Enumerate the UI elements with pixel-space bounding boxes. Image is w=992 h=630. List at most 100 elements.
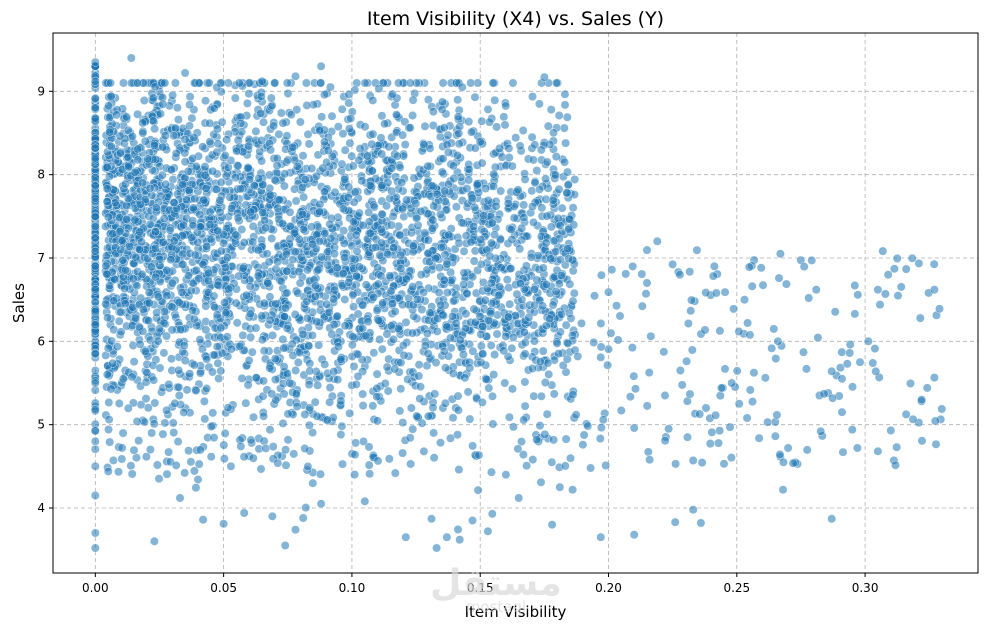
data-point xyxy=(118,428,128,438)
data-point xyxy=(878,246,888,256)
data-point xyxy=(141,394,151,404)
data-point xyxy=(520,349,530,359)
data-point xyxy=(536,145,546,155)
data-point xyxy=(484,316,493,325)
data-point xyxy=(236,441,246,451)
data-point xyxy=(387,163,397,173)
data-point xyxy=(612,301,621,311)
data-points xyxy=(90,53,947,553)
data-point xyxy=(259,376,268,386)
data-point xyxy=(148,93,158,103)
data-point xyxy=(408,111,418,120)
data-point xyxy=(90,543,100,553)
data-point xyxy=(436,242,446,252)
data-point xyxy=(173,437,183,447)
data-point xyxy=(538,346,548,356)
data-point xyxy=(596,352,606,362)
data-point xyxy=(416,206,426,216)
data-point xyxy=(170,78,180,88)
data-point xyxy=(448,161,458,171)
data-point xyxy=(405,123,415,133)
data-point xyxy=(315,126,325,136)
data-point xyxy=(212,342,222,352)
data-point xyxy=(224,284,234,294)
data-point xyxy=(493,291,503,301)
data-point xyxy=(917,436,927,446)
data-point xyxy=(173,115,183,125)
data-point xyxy=(315,207,325,217)
data-point xyxy=(583,421,593,431)
data-point xyxy=(221,308,231,318)
data-point xyxy=(114,399,124,408)
data-point xyxy=(179,341,189,351)
data-point xyxy=(299,192,309,202)
data-point xyxy=(438,154,448,164)
data-point xyxy=(281,460,291,470)
data-point xyxy=(301,78,311,88)
data-point xyxy=(430,389,440,399)
data-point xyxy=(745,330,755,340)
data-point xyxy=(489,169,499,179)
data-point xyxy=(358,401,368,411)
data-point xyxy=(440,186,450,196)
data-point xyxy=(535,421,545,431)
data-point xyxy=(108,358,118,368)
data-point xyxy=(799,347,808,357)
data-point xyxy=(340,321,350,331)
data-point xyxy=(429,428,439,438)
data-point xyxy=(816,426,826,436)
data-point xyxy=(174,297,184,307)
data-point xyxy=(129,357,139,367)
data-point xyxy=(451,290,461,300)
data-point xyxy=(475,137,485,147)
data-point xyxy=(530,300,540,310)
data-point xyxy=(532,275,542,285)
data-point xyxy=(270,78,280,88)
data-point xyxy=(432,543,442,553)
data-point xyxy=(248,221,258,231)
data-point xyxy=(193,475,203,484)
data-point xyxy=(299,224,308,234)
data-point xyxy=(423,349,433,358)
data-point xyxy=(180,356,190,366)
data-point xyxy=(262,249,272,259)
data-point xyxy=(256,108,266,118)
data-point xyxy=(535,184,545,194)
data-point xyxy=(468,516,477,525)
data-point xyxy=(530,178,540,188)
data-point xyxy=(561,434,571,444)
data-point xyxy=(344,182,354,192)
data-point xyxy=(716,383,726,393)
data-point xyxy=(347,340,357,350)
data-point xyxy=(549,389,559,399)
data-point xyxy=(394,78,403,88)
data-point xyxy=(369,292,379,302)
data-point xyxy=(206,452,216,462)
data-point xyxy=(320,359,330,369)
data-point xyxy=(436,438,445,448)
data-point xyxy=(285,207,295,217)
data-point xyxy=(729,304,739,314)
data-point xyxy=(522,461,532,471)
data-point xyxy=(106,384,116,394)
data-point xyxy=(212,82,222,92)
data-point xyxy=(201,184,211,193)
data-point xyxy=(170,398,180,408)
data-point xyxy=(187,113,197,123)
data-point xyxy=(179,220,188,230)
data-point xyxy=(532,435,542,445)
data-point xyxy=(333,122,343,132)
data-point xyxy=(453,112,463,122)
data-point xyxy=(345,408,355,418)
data-point xyxy=(489,181,499,191)
data-point xyxy=(273,203,283,213)
data-point xyxy=(351,230,361,240)
x-axis-label: Item Visibility xyxy=(465,603,567,621)
data-point xyxy=(236,184,245,194)
data-point xyxy=(236,118,246,128)
data-point xyxy=(429,453,439,463)
data-point xyxy=(439,123,449,133)
data-point xyxy=(215,195,225,205)
data-point xyxy=(320,137,329,147)
data-point xyxy=(901,264,911,274)
